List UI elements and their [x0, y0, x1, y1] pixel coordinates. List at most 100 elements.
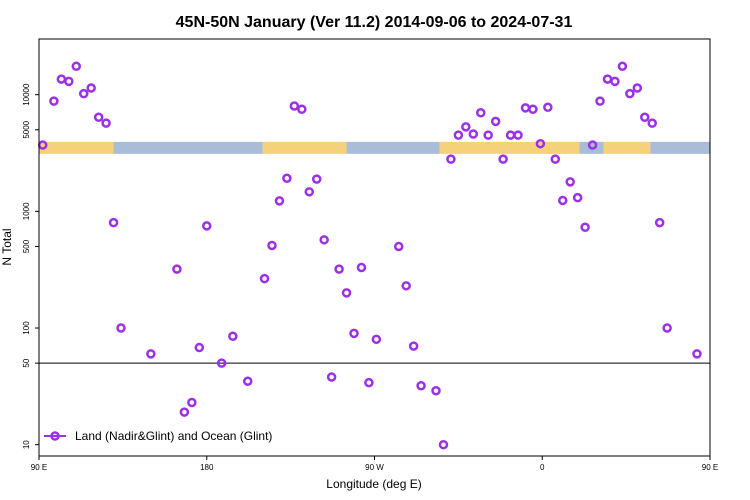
data-point: [602, 74, 613, 84]
data-point: [364, 377, 374, 388]
data-point: [617, 61, 628, 72]
data-point: [595, 96, 605, 106]
data-point: [438, 439, 449, 450]
y-tick-label: 500: [22, 239, 31, 253]
y-tick-label: 50: [22, 358, 31, 367]
data-point: [625, 88, 635, 99]
data-point: [179, 407, 190, 417]
data-point: [172, 264, 182, 274]
data-point: [393, 241, 404, 252]
data-point: [475, 107, 486, 118]
data-point: [71, 61, 82, 72]
data-point: [228, 331, 238, 342]
data-point: [86, 83, 96, 93]
legend-label: Land (Nadir&Glint) and Ocean (Glint): [75, 429, 272, 443]
y-axis-ticks: 10 50 100 500 1000 5000 10000: [22, 83, 39, 449]
data-point: [550, 154, 561, 164]
data-point: [274, 196, 285, 206]
data-point: [334, 264, 344, 274]
data-point: [453, 130, 464, 140]
data-point: [371, 334, 382, 345]
plot-frame: [38, 38, 711, 457]
data-point: [520, 103, 531, 113]
strip-segment: [346, 141, 440, 154]
data-point: [483, 130, 493, 140]
data-point: [498, 154, 508, 164]
land-ocean-strip: [39, 141, 710, 154]
x-tick-label: 90 E: [31, 463, 47, 472]
data-point: [187, 397, 197, 408]
data-point: [202, 221, 212, 231]
data-point: [692, 349, 702, 359]
data-point: [349, 328, 359, 339]
strip-segment: [650, 141, 710, 154]
data-point: [632, 83, 643, 93]
data-point: [282, 173, 292, 184]
data-point: [461, 122, 471, 132]
data-point: [101, 118, 111, 128]
x-tick-label: 90 E: [702, 463, 718, 472]
x-tick-label: 0: [540, 463, 545, 472]
y-tick-label: 1000: [22, 202, 31, 220]
data-points: [37, 61, 702, 450]
data-point: [572, 192, 583, 203]
strip-segment: [262, 141, 347, 154]
y-tick-label: 10000: [22, 83, 31, 106]
data-point: [647, 118, 657, 128]
x-axis-label: Longitude (deg E): [326, 477, 421, 491]
data-point: [64, 76, 74, 87]
data-point: [610, 76, 620, 87]
data-point: [49, 96, 59, 106]
data-point: [297, 104, 307, 114]
data-point: [490, 116, 501, 127]
x-axis-ticks: 90 E 180 90 W 0 90 E: [31, 456, 718, 472]
data-point: [326, 372, 337, 382]
data-point: [528, 104, 538, 114]
legend: Land (Nadir&Glint) and Ocean (Glint): [44, 429, 272, 443]
data-point: [78, 88, 89, 99]
data-point: [311, 174, 322, 184]
data-point: [194, 342, 205, 353]
data-point: [267, 240, 277, 251]
data-point: [565, 177, 575, 187]
y-axis-label: N Total: [0, 228, 14, 265]
data-point: [513, 130, 523, 140]
data-point: [356, 262, 367, 273]
data-point: [243, 376, 253, 386]
data-point: [116, 323, 126, 333]
data-point: [416, 381, 426, 391]
data-point: [259, 273, 270, 284]
data-point: [319, 235, 329, 245]
strip-segment: [113, 141, 263, 154]
data-point: [304, 187, 315, 197]
data-point: [216, 358, 227, 368]
data-point: [446, 154, 456, 164]
strip-segment: [603, 141, 651, 154]
data-point: [535, 138, 546, 149]
data-point: [640, 112, 650, 123]
data-point: [468, 129, 479, 139]
data-point: [146, 349, 156, 359]
data-point: [587, 140, 598, 150]
data-point: [662, 323, 672, 333]
data-point: [543, 102, 553, 113]
x-tick-label: 90 W: [365, 463, 384, 472]
data-point: [401, 281, 411, 291]
y-tick-label: 5000: [22, 120, 31, 138]
y-tick-label: 10: [22, 440, 31, 449]
strip-segment: [39, 141, 114, 154]
data-point: [341, 288, 352, 298]
x-tick-label: 180: [200, 463, 214, 472]
legend-marker: [50, 431, 60, 441]
data-point: [505, 130, 516, 140]
chart-title: 45N-50N January (Ver 11.2) 2014-09-06 to…: [176, 14, 573, 31]
data-point: [654, 217, 665, 228]
y-tick-label: 100: [22, 321, 31, 335]
data-point: [289, 101, 300, 111]
data-point: [558, 195, 568, 206]
data-point: [93, 112, 104, 123]
strip-segment: [439, 141, 580, 154]
data-point: [408, 341, 419, 351]
data-point: [580, 222, 590, 233]
